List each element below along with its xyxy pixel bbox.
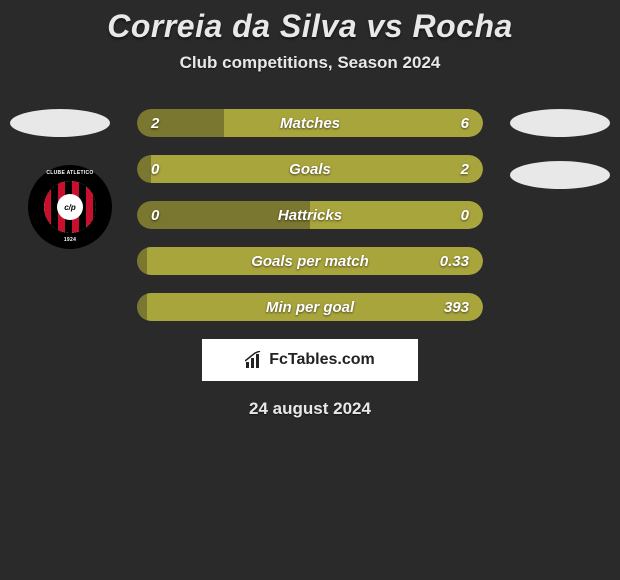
stat-value-right: 6 — [423, 115, 483, 132]
club-badge: CLUBE ATLETICO c/p 1924 — [28, 165, 112, 249]
stat-value-right: 0 — [423, 207, 483, 224]
stat-value-left: 0 — [137, 161, 197, 178]
stat-label: Min per goal — [197, 299, 423, 316]
stat-row: 0Hattricks0 — [137, 201, 483, 229]
stat-label: Hattricks — [197, 207, 423, 224]
stat-label: Goals per match — [197, 253, 423, 270]
stat-row: 0Goals2 — [137, 155, 483, 183]
stat-value-left: 0 — [137, 207, 197, 224]
player-right-placeholder-2 — [510, 161, 610, 189]
date-text: 24 august 2024 — [0, 399, 620, 419]
stat-fill-left — [137, 247, 147, 275]
stat-row: 2Matches6 — [137, 109, 483, 137]
player-right-placeholder-1 — [510, 109, 610, 137]
badge-year: 1924 — [30, 237, 110, 243]
branding-box: FcTables.com — [202, 339, 418, 381]
stat-value-right: 2 — [423, 161, 483, 178]
badge-initials: c/p — [57, 194, 83, 220]
stat-value-left: 2 — [137, 115, 197, 132]
stat-row: Goals per match0.33 — [137, 247, 483, 275]
stat-label: Goals — [197, 161, 423, 178]
branding-text: FcTables.com — [269, 351, 375, 369]
stat-value-right: 393 — [423, 299, 483, 316]
subtitle: Club competitions, Season 2024 — [0, 53, 620, 73]
stat-row: Min per goal393 — [137, 293, 483, 321]
stat-value-right: 0.33 — [423, 253, 483, 270]
badge-top-text: CLUBE ATLETICO — [30, 170, 110, 176]
comparison-container: CLUBE ATLETICO c/p 1924 2Matches60Goals2… — [0, 109, 620, 321]
player-left-placeholder — [10, 109, 110, 137]
stat-fill-left — [137, 293, 147, 321]
page-title: Correia da Silva vs Rocha — [0, 0, 620, 45]
stat-label: Matches — [197, 115, 423, 132]
bar-chart-icon — [245, 351, 263, 369]
stat-bars: 2Matches60Goals20Hattricks0Goals per mat… — [137, 109, 483, 321]
